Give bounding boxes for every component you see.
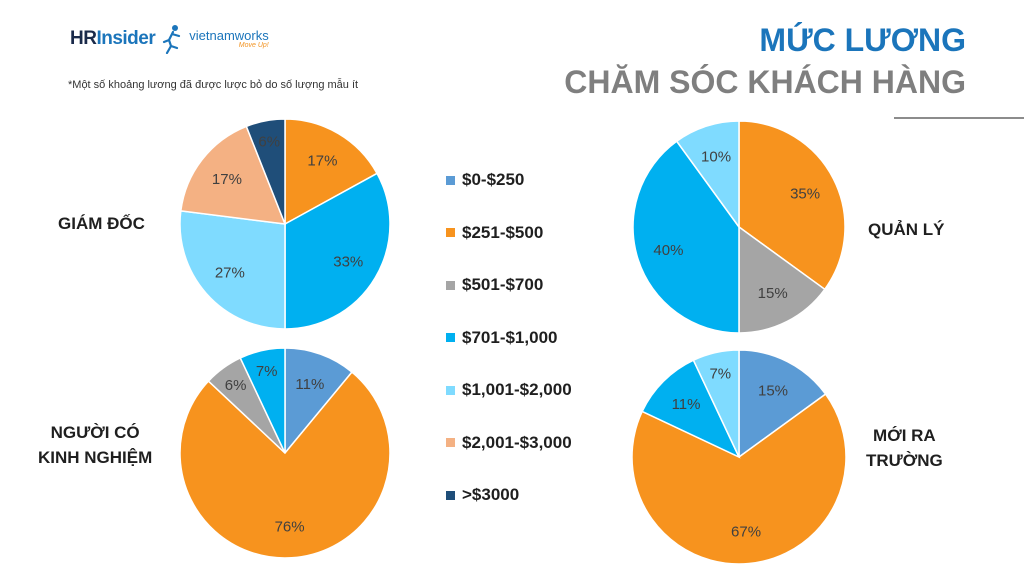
pie-slice bbox=[179, 125, 287, 225]
legend-item: $0-$250 bbox=[446, 154, 572, 207]
page-subtitle: CHĂM SÓC KHÁCH HÀNG bbox=[564, 64, 966, 100]
pie-slice bbox=[239, 347, 286, 454]
pie-data-label: 11% bbox=[672, 396, 701, 413]
pie-slice bbox=[738, 120, 846, 291]
pie-slice bbox=[738, 225, 826, 334]
pie-slice bbox=[284, 347, 353, 456]
legend-label: $0-$250 bbox=[462, 170, 525, 190]
hrinsider-logo: HRInsider bbox=[70, 28, 156, 49]
page-title: MỨC LƯƠNG bbox=[759, 22, 966, 58]
pie-slice bbox=[179, 210, 286, 330]
pie-data-label: 7% bbox=[709, 365, 731, 382]
legend-label: $701-$1,000 bbox=[462, 327, 558, 347]
vietnamworks-logo: vietnamworks Move Up! bbox=[189, 28, 269, 49]
legend-label: >$3000 bbox=[462, 485, 520, 505]
legend-swatch bbox=[446, 385, 455, 395]
legend-item: $251-$500 bbox=[446, 207, 572, 260]
pie-slice bbox=[675, 120, 740, 230]
pie-slice bbox=[641, 359, 741, 459]
legend-swatch bbox=[446, 175, 455, 185]
logo: HRInsider vietnamworks Move Up! bbox=[70, 24, 269, 54]
pie-data-label: 11% bbox=[295, 376, 324, 393]
pie-slice bbox=[692, 349, 740, 458]
legend-label: $1,001-$2,000 bbox=[462, 380, 572, 400]
pie-slice bbox=[179, 371, 391, 559]
legend-swatch bbox=[446, 438, 455, 448]
pie-label-giam-doc: GIÁM ĐỐC bbox=[58, 214, 145, 233]
legend-swatch bbox=[446, 490, 455, 500]
pie-label-quan-ly: QUẢN LÝ bbox=[868, 220, 945, 239]
pie-data-label: 67% bbox=[731, 524, 761, 541]
pie-data-label: 15% bbox=[758, 285, 788, 302]
legend-swatch bbox=[446, 228, 455, 238]
pie-data-label: 40% bbox=[653, 242, 683, 259]
legend-label: $251-$500 bbox=[462, 222, 544, 242]
pie-chart-quan-ly: 35% 15% 40% 10% bbox=[632, 120, 846, 334]
pie-data-label: 10% bbox=[701, 148, 731, 165]
pie-slice bbox=[631, 393, 847, 565]
pie-label-moi-ra-truong: MỚI RA TRƯỜNG bbox=[866, 426, 943, 470]
pie-data-label: 27% bbox=[215, 265, 245, 282]
legend-label: $2,001-$3,000 bbox=[462, 432, 572, 452]
pie-data-label: 6% bbox=[225, 377, 247, 394]
legend-swatch bbox=[446, 333, 455, 343]
pie-label-nguoi-co-kinh-nghiem: NGƯỜI CÓ KINH NGHIỆM bbox=[38, 423, 153, 467]
pie-chart-giam-doc: 17% 33% 27% 17% 6% bbox=[179, 118, 391, 330]
pie-data-label: 35% bbox=[790, 185, 820, 202]
pie-data-label: 76% bbox=[275, 518, 305, 535]
pie-chart-nguoi-co-kinh-nghiem: 11% 76% 6% 7% bbox=[179, 347, 391, 559]
legend-item: $701-$1,000 bbox=[446, 312, 572, 365]
footnote: *Một số khoảng lương đã được lược bỏ do … bbox=[68, 79, 359, 91]
legend-item: $1,001-$2,000 bbox=[446, 364, 572, 417]
title-divider bbox=[894, 117, 1024, 119]
legend-item: $2,001-$3,000 bbox=[446, 417, 572, 470]
pie-chart-moi-ra-truong: 15% 67% 11% 7% bbox=[631, 349, 847, 565]
legend-item: >$3000 bbox=[446, 469, 572, 522]
pie-slice bbox=[245, 118, 286, 225]
pie-slice bbox=[284, 118, 379, 226]
pie-data-label: 33% bbox=[333, 253, 363, 270]
pie-data-label: 6% bbox=[258, 133, 280, 150]
runner-icon bbox=[163, 25, 181, 54]
legend-label: $501-$700 bbox=[462, 275, 544, 295]
legend-item: $501-$700 bbox=[446, 259, 572, 312]
pie-data-label: 17% bbox=[212, 171, 242, 188]
pie-data-label: 15% bbox=[758, 382, 788, 399]
legend-swatch bbox=[446, 280, 455, 290]
pie-data-label: 7% bbox=[256, 363, 278, 380]
pie-slice bbox=[632, 140, 740, 334]
chart-legend: $0-$250 $251-$500 $501-$700 $701-$1,000 $1,0… bbox=[446, 154, 572, 522]
pie-data-label: 17% bbox=[307, 153, 337, 170]
pie-slice bbox=[284, 172, 391, 330]
pie-slice bbox=[738, 349, 827, 459]
